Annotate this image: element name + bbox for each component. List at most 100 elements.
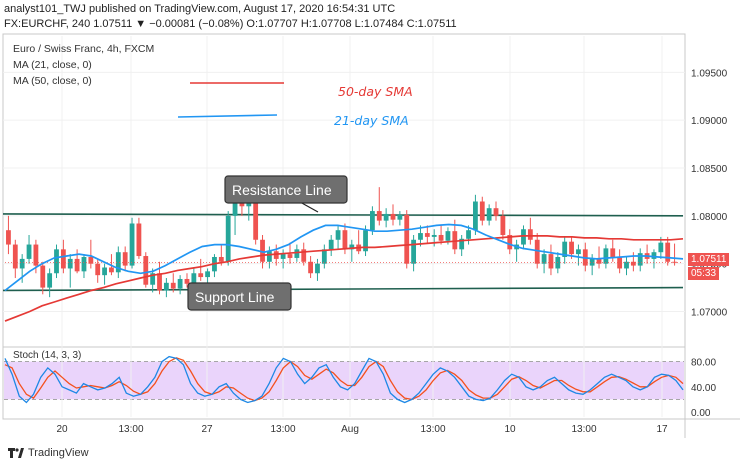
candle-body xyxy=(81,256,87,272)
candle-body xyxy=(60,249,66,269)
candle-body xyxy=(102,267,107,276)
candle-body xyxy=(218,256,224,262)
candle-body xyxy=(273,251,279,259)
candle-body xyxy=(445,231,451,241)
candle-body xyxy=(507,234,513,250)
candle-body xyxy=(637,253,643,266)
stoch-tick-label: 40.00 xyxy=(691,383,716,394)
candle-body xyxy=(624,261,629,269)
last-price-badge: 1.07511 xyxy=(688,253,730,266)
candle-body xyxy=(363,230,368,252)
time-tick-label: 17 xyxy=(656,424,668,435)
bar-countdown-badge: 05:33 xyxy=(688,267,720,280)
candle-body xyxy=(19,258,25,269)
candle-body xyxy=(157,273,162,291)
candle-body xyxy=(376,211,382,221)
time-tick-label: 13:00 xyxy=(118,424,143,435)
tradingview-logo-icon xyxy=(8,448,24,458)
candle-body xyxy=(411,239,417,264)
sma21-line xyxy=(4,223,684,292)
candle-body xyxy=(266,251,272,262)
candle-body xyxy=(466,230,471,239)
resistance-line xyxy=(2,213,684,217)
candle-body xyxy=(603,248,609,264)
candle-body xyxy=(184,278,190,284)
candle-body xyxy=(459,238,465,250)
candle-body xyxy=(493,208,499,216)
candle-body xyxy=(74,258,80,272)
candle-body xyxy=(397,214,403,220)
stoch-tick-label: 0.00 xyxy=(691,408,711,419)
resistance-pointer xyxy=(299,201,319,213)
candle-body xyxy=(541,254,547,264)
candle-body xyxy=(115,252,121,273)
candle-body xyxy=(301,249,307,262)
candle-body xyxy=(47,273,53,288)
candle-body xyxy=(404,214,410,264)
stoch-d-line xyxy=(4,357,684,402)
candle-body xyxy=(191,273,197,284)
symbol-quote: FX:EURCHF, 240 1.07511 ▼ −0.00081 (−0.08… xyxy=(4,18,457,30)
sma21-label: 21-day SMA xyxy=(334,113,409,128)
candle-body xyxy=(383,213,389,221)
candle-body xyxy=(418,233,423,240)
candle-body xyxy=(473,201,478,231)
candle-body xyxy=(67,258,73,269)
support-line xyxy=(2,286,684,292)
stoch-k-line xyxy=(4,355,684,404)
stoch-tick-label: 80.00 xyxy=(691,358,716,369)
candle-body xyxy=(287,254,293,258)
ma50-legend: MA (50, close, 0) xyxy=(13,75,92,87)
candle-body xyxy=(170,282,176,289)
time-tick-label: 13:00 xyxy=(420,424,445,435)
price-tick-label: 1.07000 xyxy=(691,308,728,319)
candle-body xyxy=(424,233,430,237)
candle-body xyxy=(205,271,210,278)
price-tick-label: 1.08500 xyxy=(691,164,728,175)
candle-body xyxy=(308,261,314,274)
candle-body xyxy=(527,229,533,240)
candle-body xyxy=(610,248,616,257)
ma21-legend: MA (21, close, 0) xyxy=(13,59,92,71)
candle-body xyxy=(225,215,231,262)
candle-body xyxy=(109,267,114,273)
time-tick-label: 13:00 xyxy=(571,424,596,435)
candle-body xyxy=(596,258,602,264)
candle-body xyxy=(122,252,128,266)
candle-body xyxy=(95,263,101,276)
candle-body xyxy=(294,249,300,258)
candle-body xyxy=(500,215,506,235)
candle-body xyxy=(88,256,94,264)
candle-body xyxy=(562,241,568,257)
candle-body xyxy=(321,249,327,264)
time-tick-label: 13:00 xyxy=(270,424,295,435)
candle-body xyxy=(665,242,671,262)
candle-body xyxy=(150,273,156,285)
support-callout xyxy=(187,282,292,311)
candle-body xyxy=(177,278,183,289)
price-tick-label: 1.09500 xyxy=(691,68,728,79)
publish-info: analyst101_TWJ published on TradingView.… xyxy=(4,3,396,15)
candle-body xyxy=(486,208,492,221)
time-tick-label: 20 xyxy=(56,424,68,435)
symbol-legend: Euro / Swiss Franc, 4h, FXCM xyxy=(13,43,154,55)
candle-body xyxy=(26,244,32,259)
resistance-label: Resistance Line xyxy=(232,182,332,198)
candle-body xyxy=(260,239,265,262)
candle-body xyxy=(390,213,396,220)
candle-body xyxy=(630,261,636,266)
footer-brand[interactable]: TradingView xyxy=(8,447,89,459)
sma50-label: 50-day SMA xyxy=(338,84,413,99)
candle-body xyxy=(163,282,169,291)
candle-body xyxy=(280,254,286,259)
candle-body xyxy=(589,258,595,266)
candle-body xyxy=(335,230,341,240)
time-tick-label: 27 xyxy=(201,424,213,435)
candle-body xyxy=(136,223,142,257)
price-tick-label: 1.08000 xyxy=(691,212,728,223)
candle-body xyxy=(569,241,574,255)
candle-body xyxy=(452,231,458,250)
candle-body xyxy=(33,244,39,266)
candle-body xyxy=(548,254,554,269)
